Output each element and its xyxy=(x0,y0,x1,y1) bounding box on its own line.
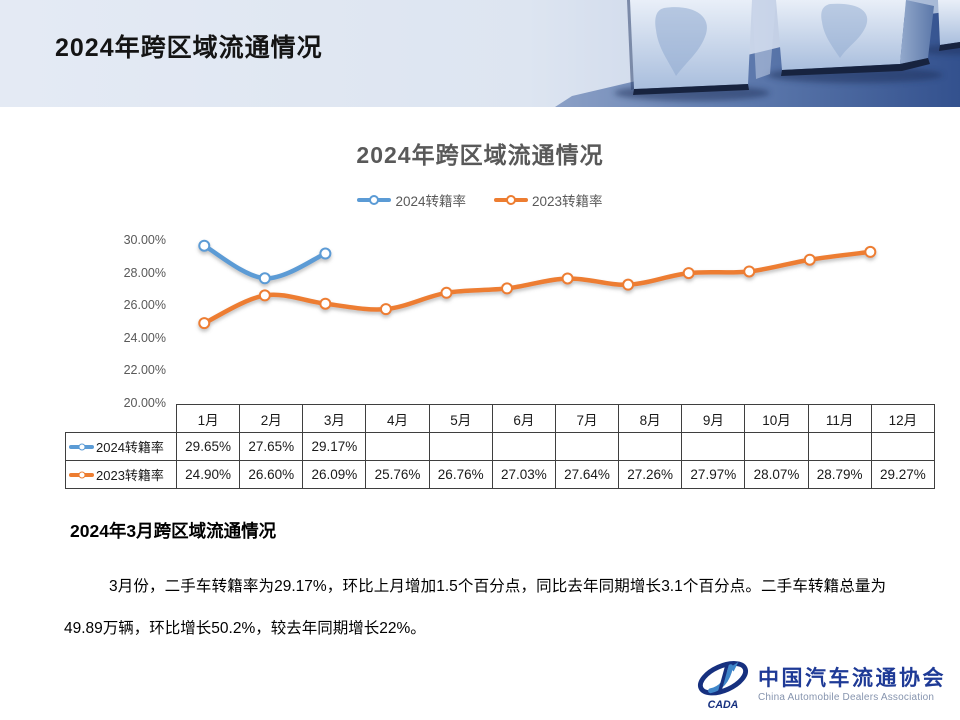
table-month-header: 1月 xyxy=(175,404,241,433)
table-value-cell xyxy=(554,432,620,461)
header-cube-middle xyxy=(776,0,934,76)
table-value-cell xyxy=(744,432,809,461)
series-2023转籍率 xyxy=(198,245,877,330)
y-axis-tick-label: 22.00% xyxy=(123,363,166,378)
table-value-cell: 28.07% xyxy=(744,460,809,489)
table-value-cell: 26.76% xyxy=(428,460,493,489)
table-value-cell: 28.79% xyxy=(807,460,872,489)
data-point-marker xyxy=(561,272,574,285)
table-value-cell: 27.65% xyxy=(239,432,304,461)
data-point-marker xyxy=(198,239,211,252)
y-axis-tick-label: 26.00% xyxy=(123,298,166,313)
table-month-header: 12月 xyxy=(870,404,936,433)
table-value-cell: 27.03% xyxy=(491,460,556,489)
table-value-cell xyxy=(681,432,746,461)
table-value-cell: 26.60% xyxy=(239,460,304,489)
y-axis-tick-label: 20.00% xyxy=(123,396,166,410)
cada-emblem-text: CADA xyxy=(708,699,739,711)
chart-title: 2024年跨区域流通情况 xyxy=(356,142,604,168)
table-month-header: 9月 xyxy=(681,404,746,433)
legend-line-marker-icon xyxy=(357,195,392,205)
data-point-marker xyxy=(198,317,211,330)
series-marker-icon xyxy=(69,471,94,478)
table-value-cell xyxy=(491,432,556,461)
data-point-marker xyxy=(258,289,271,302)
data-point-marker xyxy=(743,265,756,278)
y-axis-tick-label: 28.00% xyxy=(123,265,166,280)
table-month-header: 3月 xyxy=(302,404,367,433)
header-cubes-decoration-graphic xyxy=(0,0,960,107)
table-value-cell: 29.17% xyxy=(302,432,367,461)
data-point-marker xyxy=(622,278,635,291)
data-point-marker xyxy=(319,247,332,260)
table-value-cell: 29.65% xyxy=(175,432,241,461)
table-month-header: 2月 xyxy=(239,404,304,433)
cada-logo-text: 中国汽车流通协会 China Automobile Dealers Associ… xyxy=(758,667,946,704)
data-point-marker xyxy=(258,272,271,285)
table-month-header: 10月 xyxy=(744,404,809,433)
legend-line-marker-icon xyxy=(494,195,528,205)
table-month-header: 8月 xyxy=(618,404,683,433)
line-chart-canvas xyxy=(198,239,877,330)
table-row: 2023转籍率 24.90% 26.60% 26.09% 25.76% 26.76% 27.… xyxy=(65,460,936,489)
cada-logo-emblem-icon: CADA xyxy=(697,661,749,711)
series-marker-icon xyxy=(69,443,94,450)
logo-name-en: China Automobile Dealers Association xyxy=(758,691,935,703)
table-value-cell xyxy=(428,432,493,461)
table-value-cell: 24.90% xyxy=(175,460,241,489)
summary-paragraph: 3月份，二手车转籍率为29.17%，环比上月增加1.5个百分点，同比去年同期增长… xyxy=(64,578,886,637)
cada-logo: CADA 中国汽车流通协会 China Automobile Dealers A… xyxy=(695,658,946,712)
chart-data-table: 1月 2月 3月 4月 5月 6月 7月 8月 9月 10月 11月 12月 2024转籍率 29.65… xyxy=(65,404,936,489)
summary-heading: 2024年3月跨区域流通情况 xyxy=(70,521,277,541)
table-month-header: 7月 xyxy=(554,404,620,433)
data-point-marker xyxy=(440,286,453,299)
table-row-label: 2023转籍率 xyxy=(65,460,177,489)
logo-name-cn: 中国汽车流通协会 xyxy=(758,666,946,690)
table-value-cell: 27.97% xyxy=(681,460,746,489)
table-row: 2024转籍率 29.65% 27.65% 29.17% xyxy=(65,432,936,461)
table-value-cell xyxy=(870,432,936,461)
header-cube-right xyxy=(938,0,960,51)
y-axis-tick-label: 30.00% xyxy=(123,233,166,247)
slide-title: 2024年跨区域流通情况 xyxy=(55,34,323,62)
table-value-cell: 26.09% xyxy=(302,460,367,489)
table-corner-cell xyxy=(66,405,177,433)
row-label-text: 2023转籍率 xyxy=(96,468,164,483)
series-2024转籍率 xyxy=(198,239,332,285)
table-value-cell: 27.26% xyxy=(618,460,683,489)
table-value-cell: 25.76% xyxy=(365,460,430,489)
data-point-marker xyxy=(803,253,816,266)
legend-label: 2023转籍率 xyxy=(532,194,603,209)
table-value-cell: 29.27% xyxy=(870,460,936,489)
legend-item-2024转籍率: 2024转籍率 xyxy=(357,190,466,210)
data-point-marker xyxy=(501,282,514,295)
table-value-cell: 27.64% xyxy=(554,460,620,489)
data-point-marker xyxy=(379,303,392,316)
table-month-header: 5月 xyxy=(428,404,493,433)
table-value-cell xyxy=(365,432,430,461)
header-cube-left xyxy=(627,0,752,95)
data-point-marker xyxy=(682,267,695,280)
table-value-cell xyxy=(618,432,683,461)
table-row-label: 2024转籍率 xyxy=(65,432,177,461)
chart-legend: 2024转籍率 2023转籍率 xyxy=(0,190,960,210)
legend-item-2023转籍率: 2023转籍率 xyxy=(494,190,603,210)
row-label-text: 2024转籍率 xyxy=(96,440,164,455)
legend-label: 2024转籍率 xyxy=(395,194,466,209)
table-value-cell xyxy=(807,432,872,461)
chart-plot-area: 30.00% 28.00% 26.00% 24.00% 22.00% 20.00% xyxy=(0,225,960,410)
y-axis-tick-label: 24.00% xyxy=(123,330,166,345)
data-point-marker xyxy=(864,245,877,258)
data-point-marker xyxy=(319,297,332,310)
table-month-header: 6月 xyxy=(491,404,556,433)
slide-header-banner: 2024年跨区域流通情况 xyxy=(0,0,960,107)
table-month-header: 4月 xyxy=(365,404,430,433)
table-month-header: 11月 xyxy=(807,404,872,433)
